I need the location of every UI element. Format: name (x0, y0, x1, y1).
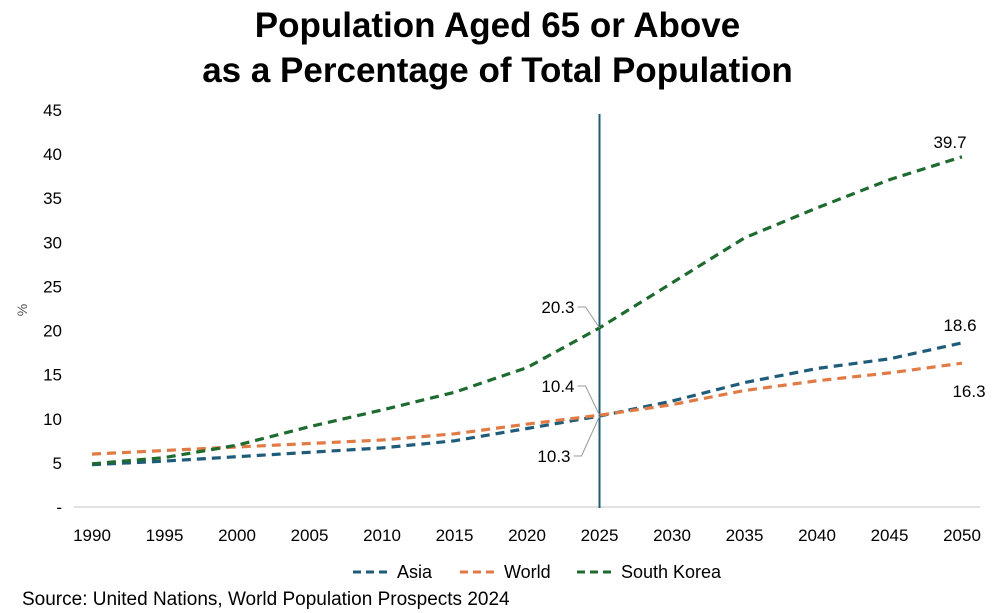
data-label: 10.3 (537, 447, 570, 466)
x-tick-label: 2010 (363, 526, 401, 545)
x-tick-label: 2025 (581, 526, 619, 545)
series-line-world (91, 361, 963, 456)
x-tick-label: 2015 (436, 526, 474, 545)
x-tick-label: 2035 (726, 526, 764, 545)
x-tick-label: 1995 (146, 526, 184, 545)
y-tick-label: 45 (43, 101, 62, 120)
series-line-asia (91, 341, 963, 467)
x-tick-label: 2005 (291, 526, 329, 545)
x-tick-label: 1990 (73, 526, 111, 545)
chart-subtitle: as a Percentage of Total Population (202, 51, 793, 90)
x-tick-label: 2030 (653, 526, 691, 545)
y-tick-label: - (56, 498, 62, 517)
data-label: 39.7 (933, 133, 966, 152)
x-tick-label: 2050 (943, 526, 981, 545)
series-line-south-korea (91, 155, 963, 466)
data-label: 20.3 (541, 298, 574, 317)
y-tick-label: 15 (43, 366, 62, 385)
annotation-leader-line (577, 306, 600, 329)
x-tick-label: 2020 (508, 526, 546, 545)
data-label: 10.4 (541, 377, 574, 396)
x-tick-label: 2045 (871, 526, 909, 545)
y-tick-label: 35 (43, 189, 62, 208)
y-axis-label: % (14, 304, 30, 316)
y-tick-label: 40 (43, 145, 62, 164)
legend-label: South Korea (621, 562, 722, 582)
data-label: 16.3 (952, 382, 985, 401)
x-tick-label: 2040 (798, 526, 836, 545)
annotation-leader-line (577, 385, 600, 416)
y-tick-label: 5 (53, 454, 62, 473)
y-tick-label: 30 (43, 233, 62, 252)
y-tick-label: 20 (43, 322, 62, 341)
y-tick-label: 10 (43, 410, 62, 429)
source-note: Source: United Nations, World Population… (22, 589, 510, 610)
data-label: 18.6 (943, 316, 976, 335)
y-tick-label: 25 (43, 277, 62, 296)
legend-label: World (504, 562, 551, 582)
annotation-leader-line (573, 415, 600, 457)
x-tick-label: 2000 (218, 526, 256, 545)
chart-title: Population Aged 65 or Above (254, 6, 741, 45)
legend-label: Asia (397, 562, 433, 582)
